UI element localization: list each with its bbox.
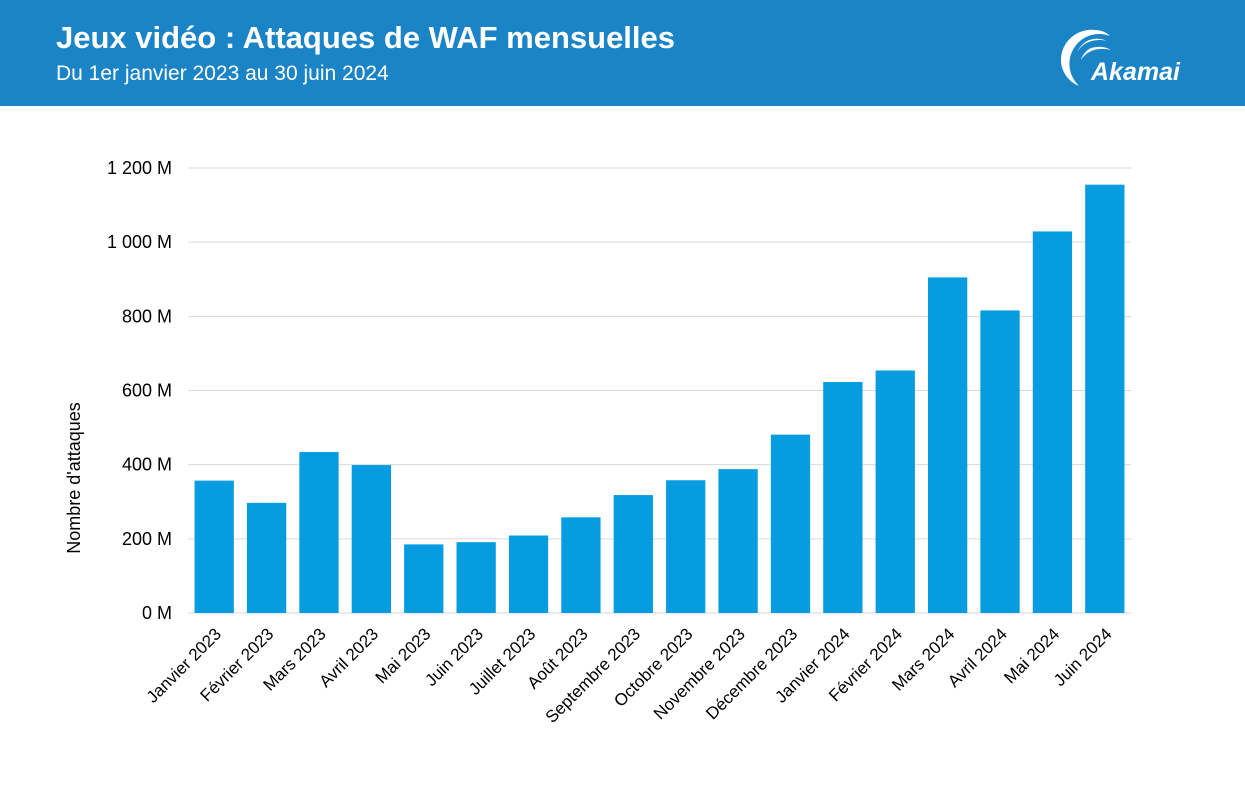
y-tick-labels: 0 M 200 M 400 M 600 M 800 M 1 000 M 1 200 M [107, 158, 172, 623]
bar [404, 544, 444, 613]
bar [875, 370, 915, 613]
chart-header: Jeux vidéo : Attaques de WAF mensuelles … [0, 0, 1245, 106]
bar [1085, 184, 1125, 613]
chart-title: Jeux vidéo : Attaques de WAF mensuelles [56, 20, 676, 55]
bar [718, 469, 758, 613]
y-axis-label: Nombre d'attaques [64, 402, 84, 554]
x-tick-label: Septembre 2023 [542, 624, 644, 726]
y-tick-label: 800 M [122, 306, 172, 326]
x-tick-label: Décembre 2023 [702, 624, 801, 723]
bar [351, 465, 392, 613]
y-tick-label: 400 M [122, 455, 172, 475]
bar [927, 277, 968, 613]
bar [508, 535, 549, 613]
y-tick-label: 0 M [142, 603, 172, 623]
bar [980, 310, 1020, 613]
bar [561, 517, 601, 613]
bar [246, 502, 287, 613]
bar [299, 452, 339, 613]
y-tick-label: 1 200 M [107, 158, 172, 178]
bar [1032, 231, 1073, 613]
bar [194, 480, 234, 613]
grid-lines [188, 167, 1131, 614]
bar [823, 381, 863, 613]
akamai-logo: Akamai [1061, 29, 1181, 86]
y-tick-label: 1 000 M [107, 232, 172, 252]
bar [456, 542, 496, 613]
y-tick-label: 200 M [122, 529, 172, 549]
bar [770, 434, 811, 613]
x-tick-label: Juin 2024 [1050, 624, 1116, 690]
bar-chart: 0 M 200 M 400 M 600 M 800 M 1 000 M 1 200 M Ja… [64, 158, 1131, 727]
akamai-logo-text: Akamai [1090, 58, 1181, 86]
chart-subtitle: Du 1er janvier 2023 au 30 juin 2024 [56, 62, 389, 85]
bar [613, 495, 653, 613]
bars [194, 184, 1125, 613]
x-tick-label: Novembre 2023 [650, 624, 749, 723]
y-tick-label: 600 M [122, 381, 172, 401]
bar [666, 480, 706, 613]
